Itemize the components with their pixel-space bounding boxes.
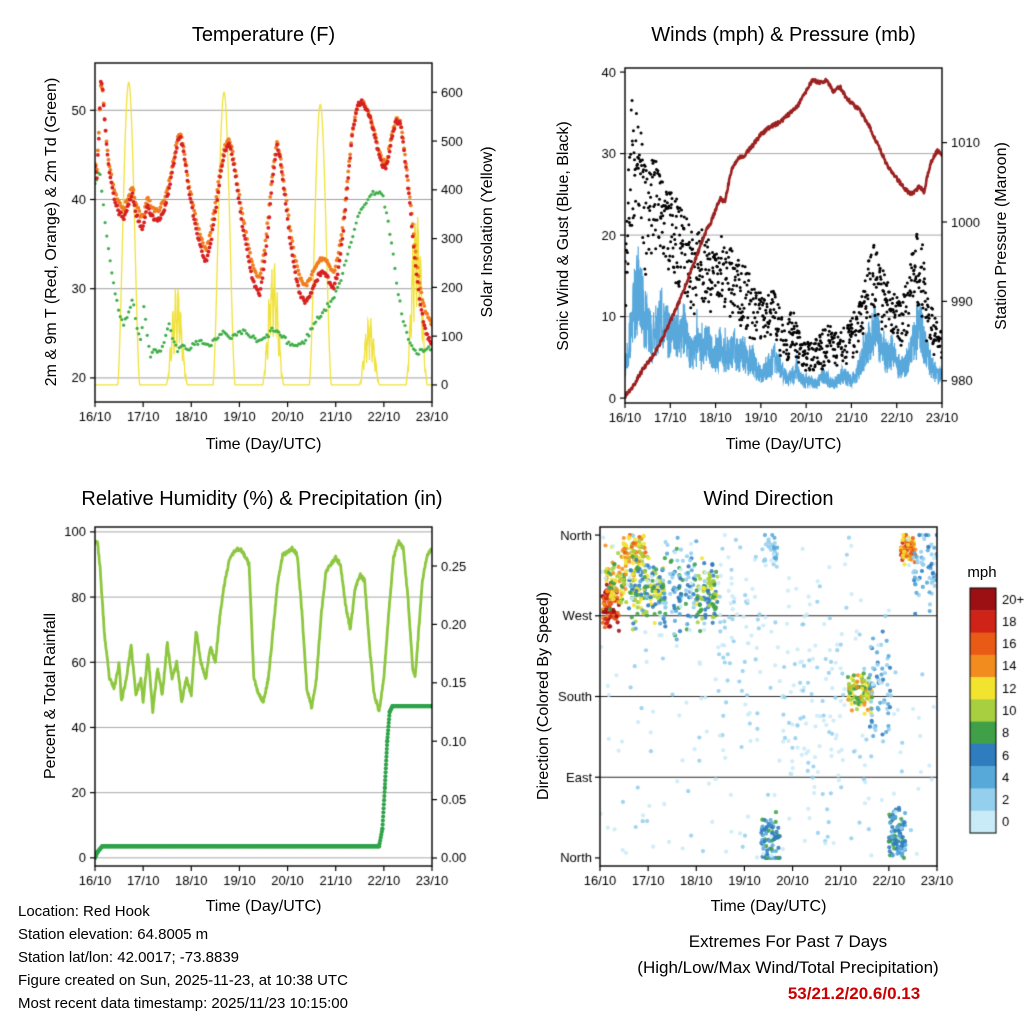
station-footer: Location: Red Hook Station elevation: 64… bbox=[18, 900, 348, 1015]
humidity-precip-ylabel-left: Percent & Total Rainfall bbox=[42, 613, 59, 780]
wind-direction-plot-canvas bbox=[512, 470, 1024, 940]
temperature-ylabel-right: Solar Insolation (Yellow) bbox=[479, 146, 496, 318]
footer-created-line: Figure created on Sun, 2025-11-23, at 10… bbox=[18, 972, 348, 989]
temperature-xlabel: Time (Day/UTC) bbox=[205, 436, 322, 453]
winds-pressure-ylabel-right: Station Pressure (Maroon) bbox=[993, 142, 1010, 330]
extremes-subtitle: (High/Low/Max Wind/Total Precipitation) bbox=[637, 958, 939, 977]
winds-pressure-plot-canvas bbox=[512, 0, 1024, 470]
extremes-block: Extremes For Past 7 Days (High/Low/Max W… bbox=[553, 929, 1023, 1007]
humidity-precip-title: Relative Humidity (%) & Precipitation (i… bbox=[81, 488, 443, 510]
humidity-precip-xlabel: Time (Day/UTC) bbox=[205, 898, 322, 915]
winds-pressure-xlabel: Time (Day/UTC) bbox=[725, 436, 842, 453]
footer-elevation-line: Station elevation: 64.8005 m bbox=[18, 926, 209, 943]
footer-location-line: Location: Red Hook bbox=[18, 903, 150, 920]
colorbar-mph-label: mph bbox=[967, 564, 997, 581]
temperature-plot-canvas bbox=[0, 0, 512, 470]
winds-pressure-title: Winds (mph) & Pressure (mb) bbox=[651, 24, 916, 46]
winds-pressure-ylabel-left: Sonic Wind & Gust (Blue, Black) bbox=[555, 121, 572, 351]
extremes-values: 53/21.2/20.6/0.13 bbox=[787, 984, 921, 1003]
temperature-ylabel-left: 2m & 9m T (Red, Orange) & 2m Td (Green) bbox=[43, 77, 60, 387]
wind-direction-xlabel: Time (Day/UTC) bbox=[710, 898, 827, 915]
humidity-precip-plot-canvas bbox=[0, 470, 512, 940]
wind-direction-ylabel-left: Direction (Colored By Speed) bbox=[535, 591, 552, 801]
footer-latlon-line: Station lat/lon: 42.0017; -73.8839 bbox=[18, 949, 240, 966]
footer-timestamp-line: Most recent data timestamp: 2025/11/23 1… bbox=[18, 995, 348, 1012]
temperature-title: Temperature (F) bbox=[191, 24, 336, 46]
extremes-title: Extremes For Past 7 Days bbox=[688, 932, 888, 951]
wind-direction-title: Wind Direction bbox=[703, 488, 834, 510]
